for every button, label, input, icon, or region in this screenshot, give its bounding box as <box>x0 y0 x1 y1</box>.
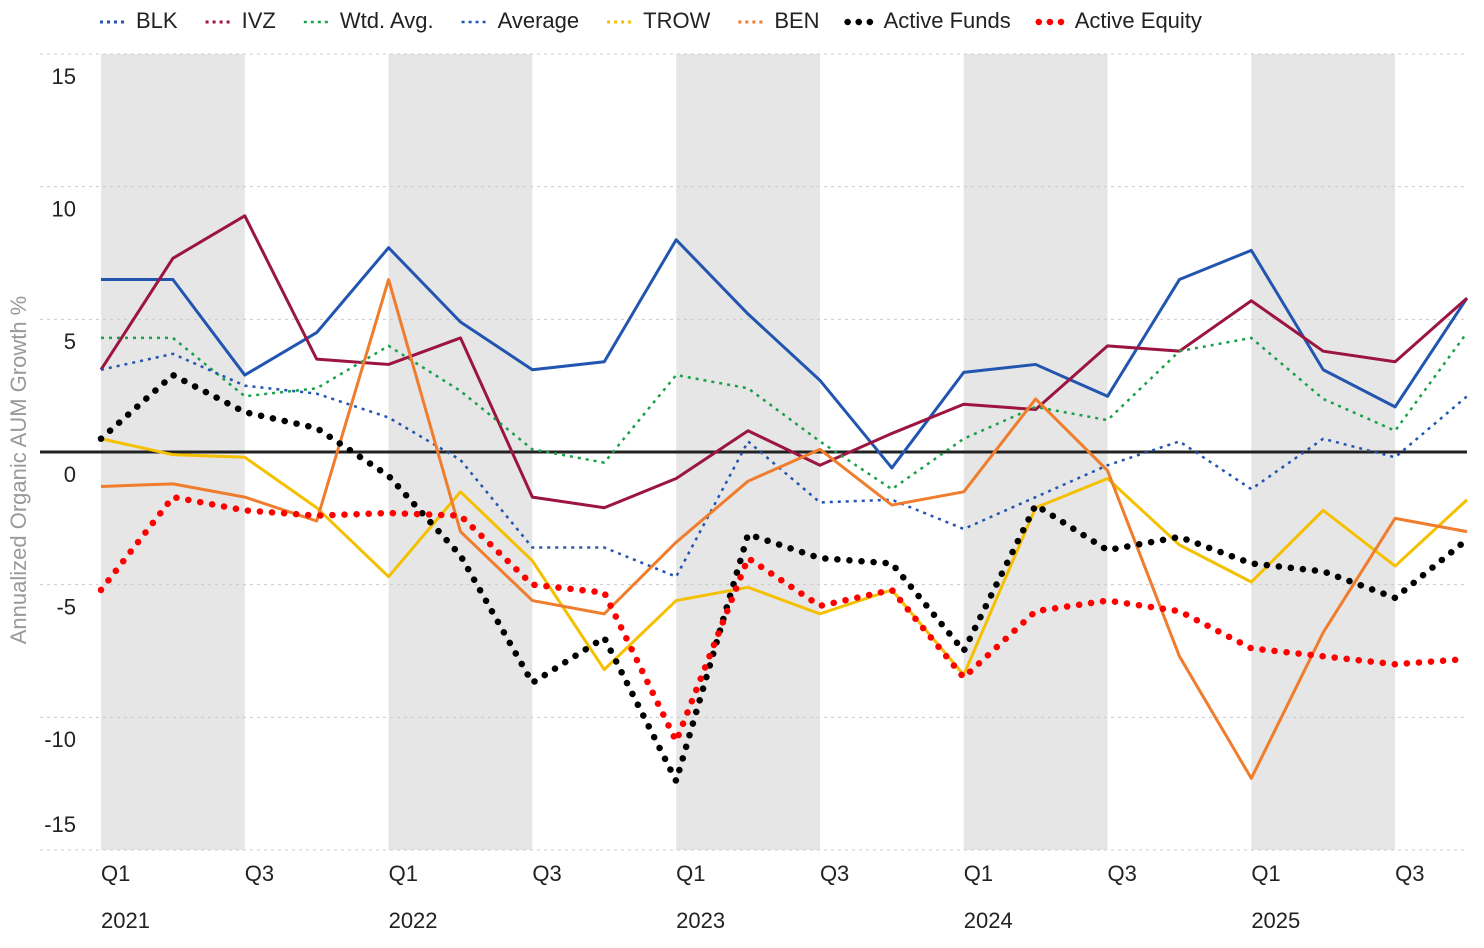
legend-label: TROW <box>643 8 710 33</box>
y-tick-label: -5 <box>56 594 76 619</box>
legend-label: Active Funds <box>884 8 1011 33</box>
series-line <box>99 214 1468 510</box>
legend-label: BEN <box>774 8 819 33</box>
x-tick-label: Q3 <box>245 861 274 886</box>
series-line <box>100 278 1468 780</box>
series-line <box>101 238 1469 470</box>
legend-label: BLK <box>136 8 178 33</box>
legend-label: Wtd. Avg. <box>340 8 434 33</box>
x-tick-label: Q1 <box>676 861 705 886</box>
series-line <box>100 437 1469 677</box>
y-tick-label: -15 <box>44 812 76 837</box>
year-label: 2025 <box>1251 908 1300 933</box>
legend-label: Average <box>498 8 580 33</box>
y-tick-label: -10 <box>44 727 76 752</box>
y-tick-label: 15 <box>52 64 76 89</box>
series-line <box>101 331 1469 491</box>
year-label: 2023 <box>676 908 725 933</box>
series-line <box>97 493 1471 745</box>
year-label: 2022 <box>389 908 438 933</box>
legend-label: Active Equity <box>1075 8 1202 33</box>
year-label: 2021 <box>101 908 150 933</box>
x-tick-label: Q1 <box>1251 861 1280 886</box>
y-tick-label: 10 <box>52 196 76 221</box>
legend-label: IVZ <box>242 8 276 33</box>
x-tick-label: Q3 <box>1108 861 1137 886</box>
year-label: 2024 <box>964 908 1013 933</box>
y-axis-label: Annualized Organic AUM Growth % <box>6 296 31 645</box>
x-tick-label: Q3 <box>1395 861 1424 886</box>
x-tick-label: Q1 <box>389 861 418 886</box>
x-tick-label: Q3 <box>820 861 849 886</box>
x-tick-label: Q1 <box>964 861 993 886</box>
x-tick-label: Q3 <box>532 861 561 886</box>
y-tick-label: 5 <box>64 329 76 354</box>
y-tick-label: 0 <box>64 462 76 487</box>
series-line <box>97 371 1471 785</box>
x-tick-label: Q1 <box>101 861 130 886</box>
